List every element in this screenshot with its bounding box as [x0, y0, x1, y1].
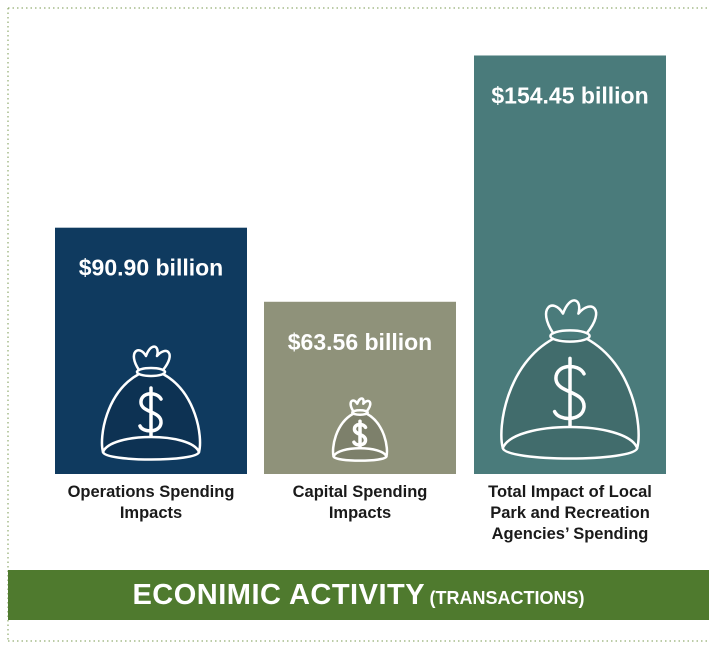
- chart-title: ECONIMIC ACTIVITY: [132, 579, 426, 611]
- bag-tie: [352, 410, 367, 414]
- value-label: $90.90 billion: [79, 255, 223, 281]
- bag-top: [134, 347, 170, 370]
- bag-top: [546, 300, 596, 333]
- chart-subtitle: (TRANSACTIONS): [429, 588, 585, 608]
- value-label: $154.45 billion: [491, 82, 648, 108]
- money-bag-icon: [501, 300, 638, 458]
- bag-tie: [550, 330, 589, 341]
- bag-tie: [137, 368, 165, 376]
- category-label: Total Impact of Local Park and Recreatio…: [488, 483, 652, 543]
- title-band: ECONIMIC ACTIVITY (TRANSACTIONS): [8, 570, 709, 620]
- category-label: Capital Spending Impacts: [292, 483, 428, 522]
- dollar-sign: [140, 388, 161, 436]
- money-bag-icon: [333, 399, 387, 461]
- value-label: $63.56 billion: [288, 329, 432, 355]
- bag-top: [351, 399, 371, 412]
- category-label: Operations Spending Impacts: [67, 483, 235, 522]
- dollar-sign: [354, 421, 366, 447]
- money-bag-icon: [102, 347, 200, 460]
- dollar-sign: [555, 358, 584, 425]
